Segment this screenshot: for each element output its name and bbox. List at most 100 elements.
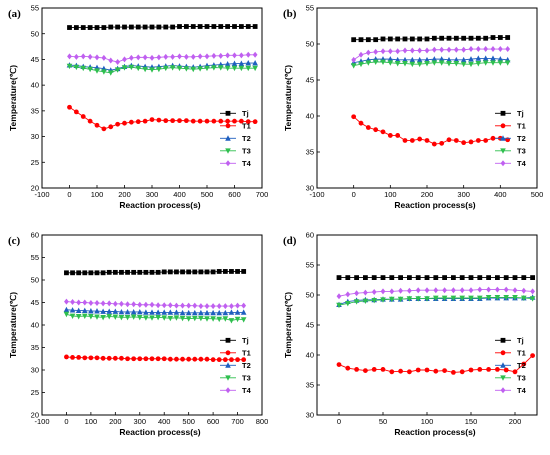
data-point (149, 117, 155, 122)
data-point (69, 313, 76, 319)
y-axis-title: Temperature(℃) (283, 65, 293, 131)
data-point (70, 355, 75, 360)
legend-marker (225, 387, 231, 394)
legend-label: T1 (242, 349, 251, 358)
data-point (336, 293, 342, 300)
x-tick-label: -100 (34, 417, 49, 426)
x-tick-label: 200 (118, 190, 131, 199)
data-point (161, 356, 167, 362)
data-point (446, 35, 452, 41)
y-axis-title: Temperature(℃) (8, 292, 18, 358)
data-point (190, 66, 197, 73)
data-point (216, 269, 222, 274)
data-point (240, 309, 247, 315)
data-point (216, 309, 223, 316)
data-point (155, 302, 161, 309)
y-tick-label: 25 (31, 158, 39, 167)
legend-marker (500, 148, 506, 154)
data-point (216, 316, 223, 323)
data-point (80, 25, 86, 30)
data-point (155, 314, 161, 321)
data-point (475, 46, 481, 53)
y-tick-label: 50 (31, 29, 39, 38)
data-point (241, 269, 247, 274)
data-point (94, 54, 100, 61)
data-point (398, 287, 403, 294)
data-point (119, 269, 124, 275)
data-point (424, 367, 430, 373)
panel-label: (c) (8, 235, 21, 247)
data-point (119, 355, 124, 361)
legend-label: Tj (517, 109, 524, 118)
data-point (136, 308, 143, 315)
data-point (389, 288, 395, 295)
x-axis-title: Reaction process(s) (119, 200, 200, 210)
x-tick-label: 100 (384, 190, 397, 199)
chart-panel-d: 0 50 100 150 200 30 35 40 45 50 55 60 Reaction proce… (275, 227, 550, 454)
x-tick-label: 50 (379, 417, 387, 426)
data-point (459, 295, 465, 301)
data-point (398, 275, 403, 280)
series-t4 (67, 51, 258, 65)
data-point (88, 299, 94, 306)
data-point (88, 270, 94, 276)
legend-label: T1 (517, 349, 526, 358)
y-tick-label: 30 (31, 366, 39, 375)
legend: Tj T1 T2 T3 T4 (495, 109, 527, 168)
data-point (451, 287, 456, 294)
legend-label: T4 (242, 159, 252, 168)
data-point (211, 118, 217, 124)
legend-marker (225, 337, 231, 343)
data-point (354, 367, 359, 372)
data-point (82, 299, 88, 306)
data-point (149, 54, 155, 61)
legend-marker (225, 110, 231, 116)
data-point (87, 25, 93, 30)
data-point (409, 61, 416, 68)
data-point (149, 356, 155, 362)
data-point (362, 298, 369, 304)
data-point (210, 269, 216, 275)
data-point (439, 35, 445, 41)
data-point (397, 296, 404, 303)
x-tick-label: 700 (231, 417, 244, 426)
data-point (155, 309, 161, 315)
data-point (64, 354, 69, 360)
data-point (225, 52, 231, 59)
legend-marker (225, 362, 231, 368)
legend-label: T2 (517, 361, 526, 370)
data-point (241, 302, 247, 309)
data-point (453, 138, 459, 143)
x-tick-label: 0 (337, 417, 341, 426)
y-tick-label: 35 (31, 106, 39, 115)
data-point (468, 61, 474, 68)
series-tj (336, 275, 535, 280)
data-point (186, 269, 192, 275)
data-point (174, 269, 179, 275)
data-point (106, 300, 112, 307)
data-point (63, 311, 70, 318)
x-tick-label: 800 (256, 417, 269, 426)
data-point (197, 118, 203, 124)
data-point (82, 355, 88, 361)
x-tick-label: 500 (201, 190, 214, 199)
x-axis-title: Reaction process(s) (394, 200, 475, 210)
data-point (252, 119, 258, 125)
data-point (192, 302, 198, 309)
data-point (108, 124, 114, 130)
data-point (468, 46, 474, 53)
legend-label: Tj (242, 109, 249, 118)
data-point (94, 314, 100, 320)
legend-label: T2 (242, 134, 251, 143)
data-point (135, 65, 142, 72)
legend: Tj T1 T2 T3 T4 (220, 109, 252, 168)
data-point (149, 309, 155, 315)
data-point (461, 140, 467, 146)
data-point (512, 287, 518, 294)
chart-panel-a: -100 0 100 200 300 400 500 600 700 20 25 30 35 40 45 50… (0, 0, 275, 227)
data-point (453, 61, 460, 67)
data-point (483, 138, 489, 143)
data-point (483, 46, 489, 53)
data-point (115, 121, 121, 127)
plot-frame (41, 7, 263, 189)
